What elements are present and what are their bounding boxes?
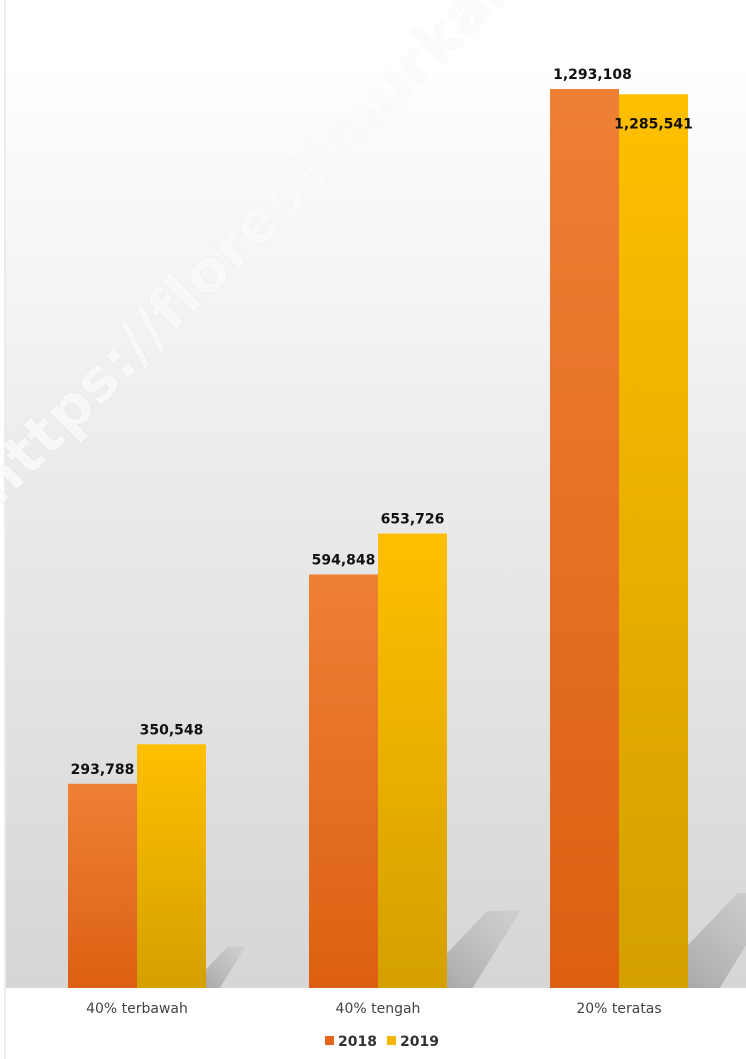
bar-40-tengah-2018 xyxy=(309,574,378,988)
data-label-40-terbawah-2018: 293,788 xyxy=(71,762,135,778)
bar-shadows xyxy=(206,893,746,988)
category-label-40-tengah: 40% tengah xyxy=(336,1001,421,1017)
legend-swatch-2019 xyxy=(387,1036,396,1045)
legend-label-2019: 2019 xyxy=(400,1034,439,1050)
bar-40-terbawah-2019 xyxy=(137,744,206,988)
category-labels: 40% terbawah 40% tengah 20% teratas xyxy=(86,1001,662,1017)
category-label-40-terbawah: 40% terbawah xyxy=(86,1001,188,1017)
bar-40-terbawah-2018 xyxy=(68,783,137,988)
bar-40-tengah-2019 xyxy=(378,533,447,988)
data-label-40-tengah-2019: 653,726 xyxy=(381,512,445,528)
bar-20-teratas-2018 xyxy=(550,89,619,988)
category-label-20-teratas: 20% teratas xyxy=(576,1001,661,1017)
legend-label-2018: 2018 xyxy=(338,1034,377,1050)
bar-20-teratas-2019 xyxy=(619,94,688,989)
data-label-40-tengah-2018: 594,848 xyxy=(312,552,376,568)
data-label-20-teratas-2019: 1,285,541 xyxy=(614,116,693,132)
bar-shadow-40-terbawah xyxy=(206,946,246,988)
data-label-40-terbawah-2019: 350,548 xyxy=(140,722,204,738)
bar-shadow-40-tengah xyxy=(447,910,521,988)
legend-swatch-2018 xyxy=(325,1036,334,1045)
data-labels: 293,788 350,548 594,848 653,726 1,293,108 1,2… xyxy=(71,67,693,778)
legend: 2018 2019 xyxy=(325,1034,439,1050)
bar-shadow-20-teratas xyxy=(688,893,746,988)
bars xyxy=(68,89,688,989)
data-label-20-teratas-2018: 1,293,108 xyxy=(553,67,632,83)
